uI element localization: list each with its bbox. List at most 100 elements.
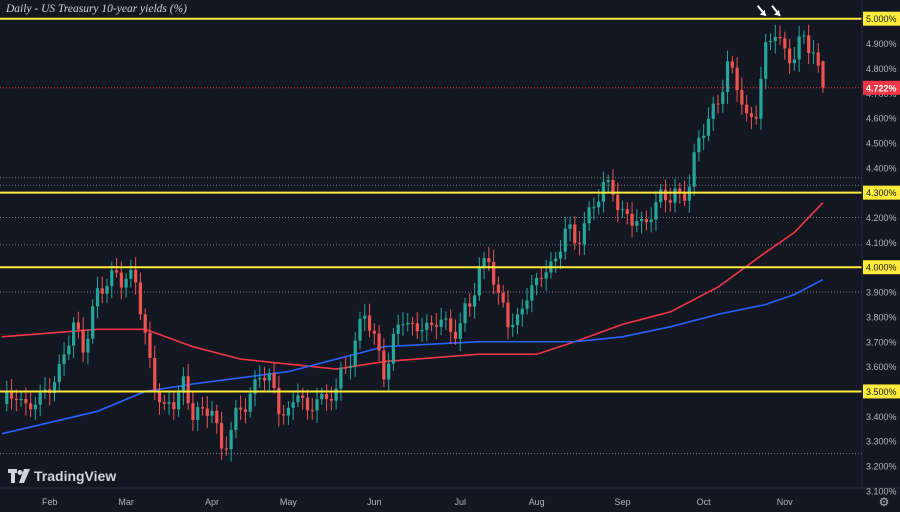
x-tick-label: Jun [367, 497, 382, 507]
candle-body [86, 338, 90, 353]
y-tick-label: 5.000% [866, 14, 897, 24]
candle-body [339, 367, 343, 389]
candle-body [697, 137, 701, 153]
candle-body [387, 363, 391, 380]
last-price-label: 4.722% [866, 83, 897, 93]
candle-body [611, 180, 615, 195]
candle-body [81, 329, 85, 353]
last-price-tag [863, 80, 900, 95]
candle-body [334, 388, 338, 401]
x-tick-label: Jul [454, 497, 466, 507]
candle-body [472, 295, 477, 307]
candle-body [114, 270, 119, 273]
candle-body [9, 391, 14, 399]
candle-body [24, 398, 28, 404]
candle-body [811, 52, 816, 54]
x-tick-label: Apr [205, 497, 219, 507]
candle-body [329, 399, 333, 401]
candle-body [153, 358, 157, 392]
candle-body [367, 315, 372, 331]
y-tick-label: 4.500% [866, 138, 897, 148]
candle-body [291, 402, 295, 408]
candle-body [243, 409, 248, 412]
candle-body [138, 282, 143, 315]
candle-body [463, 303, 467, 324]
candle-body [29, 403, 33, 410]
candle-body [262, 377, 267, 381]
y-tick-label: 4.000% [866, 263, 897, 273]
candle-body [172, 402, 176, 410]
candle-body [487, 258, 491, 263]
candle-body [382, 350, 386, 380]
candle-body [100, 288, 104, 294]
candle-body [258, 377, 262, 380]
candle-body [239, 407, 243, 410]
candle-body [783, 38, 787, 49]
candle-body [234, 407, 238, 430]
candle-body [787, 48, 792, 64]
y-tick-label: 3.300% [866, 437, 897, 447]
candle-body [5, 391, 9, 404]
candle-body [640, 219, 644, 222]
candle-body [33, 404, 38, 410]
gear-icon[interactable]: ⚙ [878, 495, 890, 509]
candle-body [14, 398, 18, 401]
y-tick-label: 4.200% [866, 213, 897, 223]
candle-body [821, 60, 825, 88]
candle-body [692, 152, 696, 187]
moving-average-line-1 [1, 278, 824, 435]
candle-body [105, 286, 109, 294]
candle-body [148, 332, 152, 359]
y-tick-label: 4.300% [866, 188, 897, 198]
candle-body [482, 258, 486, 267]
candle-body [57, 364, 61, 383]
candle-body [511, 324, 515, 328]
brand-name: TradingView [34, 468, 117, 484]
y-tick-label: 3.900% [866, 288, 897, 298]
level-price-tag [863, 260, 900, 275]
candle-body [200, 407, 205, 409]
x-tick-label: Mar [118, 497, 134, 507]
candle-body [468, 303, 472, 307]
candle-body [792, 59, 796, 64]
candle-body [224, 448, 228, 450]
candle-body [229, 429, 233, 450]
candle-body [219, 423, 224, 449]
annotation-arrow-1 [771, 5, 781, 17]
candle-body [721, 91, 725, 104]
candle-body [768, 41, 773, 43]
x-tick-label: Aug [529, 497, 545, 507]
candle-body [453, 331, 458, 339]
candle-body [577, 243, 582, 245]
candle-body [119, 272, 123, 288]
y-tick-label: 4.600% [866, 114, 897, 124]
candle-body [406, 322, 410, 325]
candle-body [348, 366, 353, 368]
candle-body [530, 285, 534, 301]
candle-body [344, 367, 348, 369]
level-price-tag [863, 384, 900, 399]
candle-body [62, 354, 66, 365]
candle-body [501, 292, 505, 303]
candle-body [210, 410, 214, 416]
y-tick-label: 3.700% [866, 337, 897, 347]
candle-body [515, 314, 520, 325]
candle-body [205, 408, 209, 416]
candle-body [520, 308, 524, 315]
candle-body [582, 223, 586, 245]
candle-body [177, 392, 181, 410]
candle-body [191, 403, 195, 420]
candle-body [391, 333, 396, 364]
candle-body [663, 189, 668, 201]
candle-body [439, 319, 443, 327]
candle-body [616, 194, 620, 211]
candle-body [797, 36, 801, 60]
candle-body [353, 340, 357, 367]
candle-body [539, 277, 543, 279]
y-tick-label: 3.600% [866, 362, 897, 372]
candle-body [372, 330, 376, 334]
candle-body [124, 278, 128, 288]
candle-body [525, 300, 529, 309]
